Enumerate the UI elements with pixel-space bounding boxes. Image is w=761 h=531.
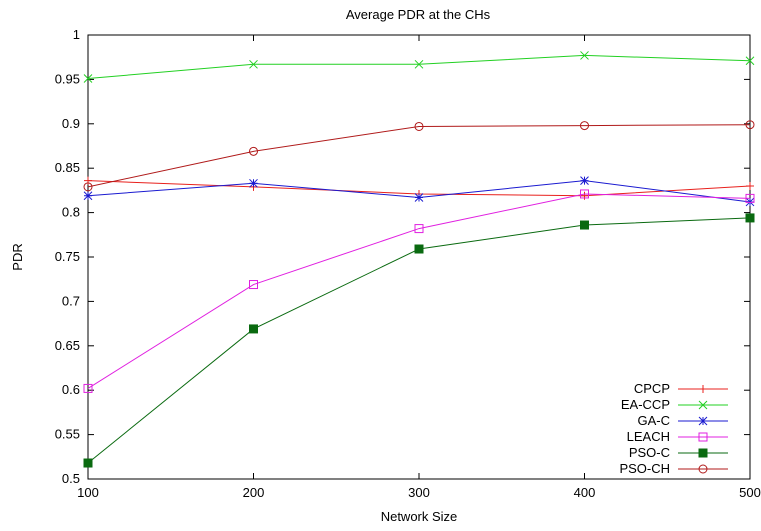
x-tick-label: 400 (574, 485, 596, 500)
x-tick-label: 100 (77, 485, 99, 500)
data-point (580, 191, 589, 200)
series-pso-c (83, 213, 755, 468)
legend-item: CPCP (634, 381, 728, 396)
data-point (414, 244, 424, 254)
data-point (414, 224, 424, 234)
y-tick-label: 0.6 (62, 382, 80, 397)
legend-marker (698, 400, 708, 410)
data-point (83, 383, 93, 393)
legend-marker (698, 464, 708, 474)
series-line (87, 54, 751, 80)
data-point (249, 280, 258, 290)
legend-label: GA-C (638, 413, 671, 428)
x-tick-label: 200 (243, 485, 265, 500)
chart-title: Average PDR at the CHs (346, 7, 491, 22)
data-point (414, 193, 424, 202)
data-point (249, 146, 258, 156)
series-pso-ch (83, 120, 755, 192)
y-tick-label: 0.7 (62, 293, 80, 308)
data-point (414, 59, 424, 69)
y-tick-label: 0.8 (62, 205, 80, 220)
y-tick-label: 0.95 (55, 71, 80, 86)
series-line (87, 193, 751, 389)
legend-label: CPCP (634, 381, 670, 396)
data-point (249, 324, 258, 334)
y-axis: 0.5 0.55 0.6 0.65 0.7 0.75 0.8 0.85 0.9 0.95 1 (55, 27, 750, 486)
legend-item: GA-C (638, 413, 728, 428)
data-point (745, 213, 755, 223)
data-point (745, 56, 755, 66)
data-point (83, 182, 93, 192)
x-tick-label: 300 (408, 485, 430, 500)
legend-item: PSO-CH (619, 461, 728, 476)
legend-item: EA-CCP (621, 397, 728, 412)
y-tick-label: 0.65 (55, 338, 80, 353)
legend-marker (698, 448, 708, 458)
data-point (580, 51, 589, 60)
y-axis-title: PDR (10, 243, 25, 270)
legend-item: LEACH (627, 429, 728, 444)
y-tick-label: 1 (73, 27, 80, 42)
series-ea-ccp (83, 51, 755, 83)
legend-label: PSO-C (629, 445, 670, 460)
x-axis: 100 200 300 400 500 (77, 35, 761, 500)
y-tick-label: 0.85 (55, 160, 80, 175)
series-leach (83, 189, 755, 393)
data-point (83, 458, 93, 468)
data-point (580, 189, 589, 199)
y-tick-label: 0.75 (55, 249, 80, 264)
legend-marker (698, 432, 708, 442)
data-point (414, 121, 424, 131)
legend-label: EA-CCP (621, 397, 670, 412)
legend-item: PSO-C (629, 445, 728, 460)
x-axis-title: Network Size (381, 509, 458, 524)
data-point (580, 176, 589, 185)
y-tick-label: 0.55 (55, 427, 80, 442)
data-point (249, 59, 258, 69)
data-point (83, 74, 93, 83)
y-tick-label: 0.9 (62, 116, 80, 131)
data-point (580, 220, 589, 230)
data-point (745, 193, 755, 203)
legend-marker (698, 416, 708, 426)
data-point (745, 120, 755, 130)
series-line (87, 124, 751, 188)
legend-label: PSO-CH (619, 461, 670, 476)
legend-label: LEACH (627, 429, 670, 444)
data-point (83, 191, 93, 201)
data-point (580, 121, 589, 131)
x-tick-label: 500 (739, 485, 761, 500)
series-layer (83, 51, 755, 468)
y-tick-label: 0.5 (62, 471, 80, 486)
data-point (249, 178, 258, 188)
data-point (746, 181, 754, 190)
legend-marker (699, 385, 707, 393)
